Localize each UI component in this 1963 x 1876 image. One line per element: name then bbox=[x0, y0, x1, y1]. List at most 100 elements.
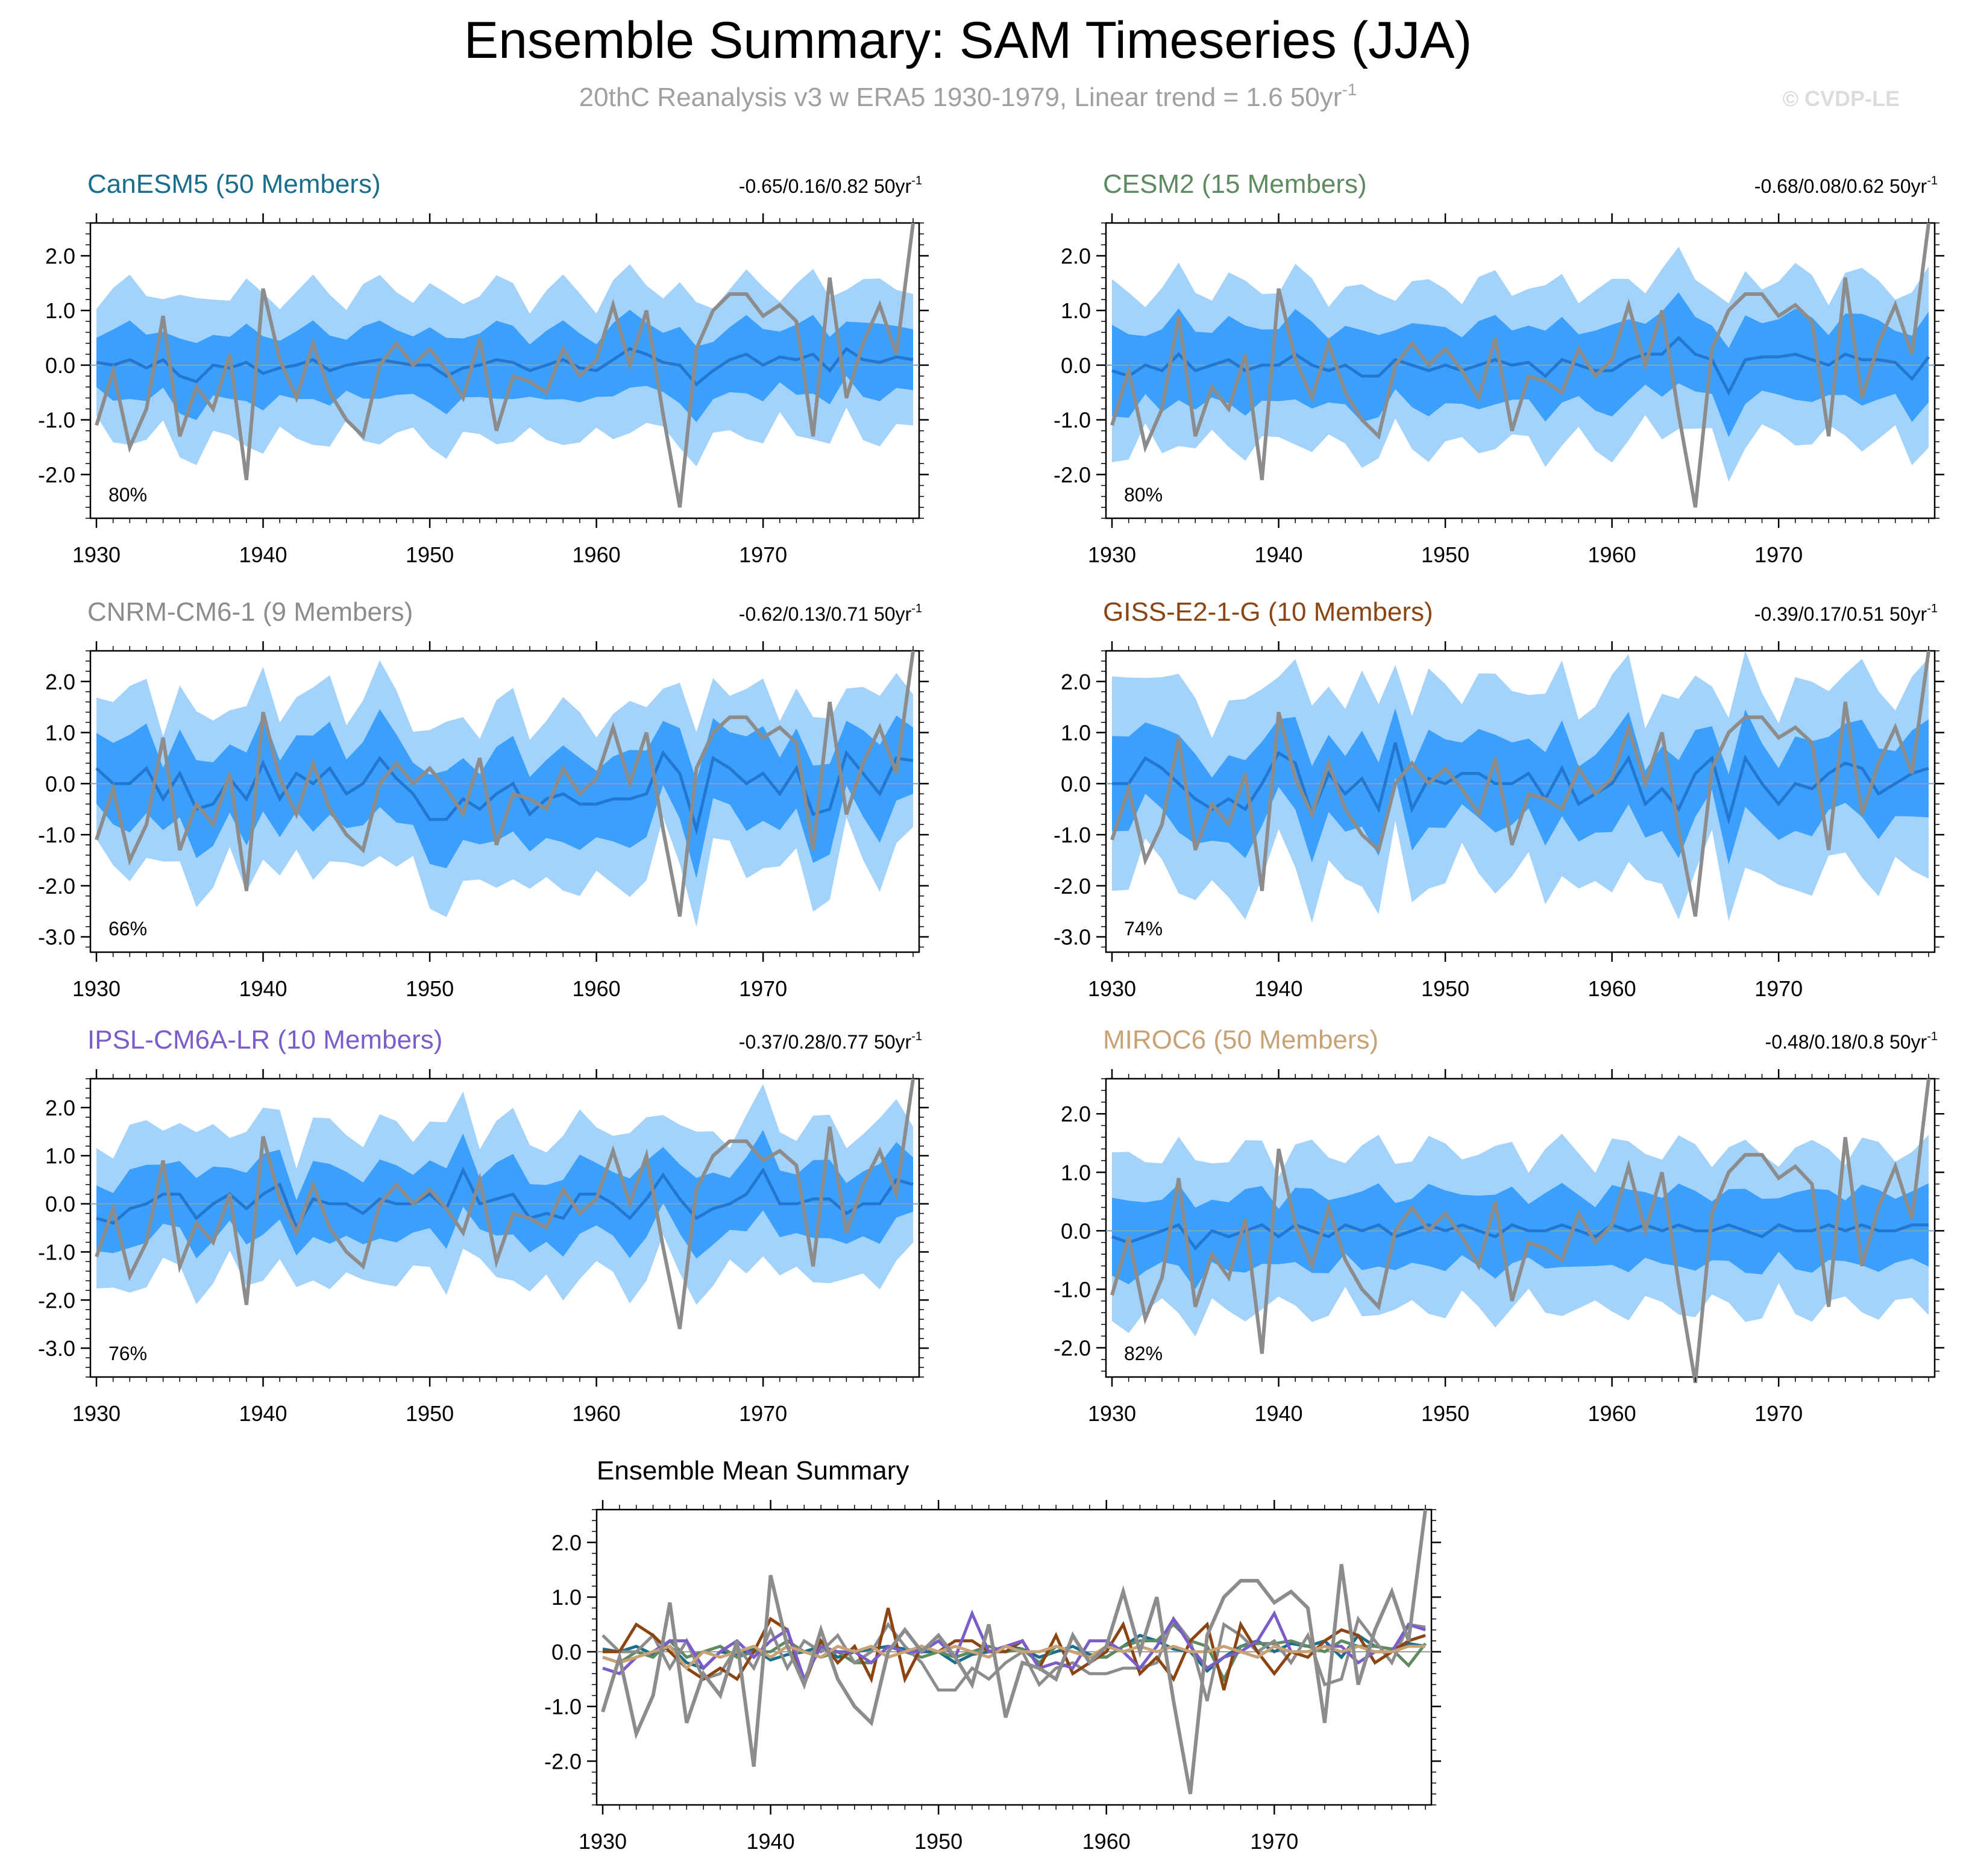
trend-label: -0.65/0.16/0.82 50yr-1 bbox=[739, 174, 922, 197]
y-tick-label: 2.0 bbox=[1061, 243, 1091, 268]
subtitle-sup: -1 bbox=[1342, 80, 1357, 99]
percent-label: 76% bbox=[108, 1343, 147, 1364]
panel-title: Ensemble Mean Summary bbox=[597, 1456, 909, 1485]
panel-7: Ensemble Mean Summary -2.0 -1.0 0.0 1.0 2.0 19… bbox=[544, 1456, 1441, 1854]
x-tick-label: 1960 bbox=[1588, 1401, 1636, 1426]
subtitle-text: 20thC Reanalysis v3 w ERA5 1930-1979, Li… bbox=[579, 83, 1342, 112]
x-tick-label: 1930 bbox=[1088, 976, 1136, 1001]
panel-title: GISS-E2-1-G (10 Members) bbox=[1103, 597, 1433, 627]
x-tick-label: 1930 bbox=[1088, 1401, 1136, 1426]
y-tick-label: 0.0 bbox=[551, 1640, 582, 1664]
y-tick-label: -1.0 bbox=[38, 823, 75, 847]
trend-label: -0.68/0.08/0.62 50yr-1 bbox=[1754, 174, 1938, 197]
x-tick-label: 1970 bbox=[1754, 976, 1803, 1001]
y-tick-label: -1.0 bbox=[38, 408, 75, 433]
y-tick-label: 1.0 bbox=[1061, 1160, 1091, 1185]
y-tick-label: 0.0 bbox=[45, 353, 75, 378]
x-tick-label: 1930 bbox=[1088, 542, 1136, 567]
x-tick-label: 1950 bbox=[1421, 1401, 1469, 1426]
trend-label: -0.48/0.18/0.8 50yr-1 bbox=[1765, 1030, 1938, 1053]
x-tick-label: 1960 bbox=[1082, 1829, 1131, 1854]
y-tick-label: 0.0 bbox=[1061, 353, 1091, 378]
x-tick-label: 1960 bbox=[1588, 976, 1636, 1001]
observation-line bbox=[1110, 1078, 1930, 1384]
ensemble-mean-line bbox=[96, 1166, 914, 1232]
panel-3: CNRM-CM6-1 (9 Members) -0.62/0.13/0.71 50… bbox=[38, 597, 929, 1001]
y-tick-label: -2.0 bbox=[38, 1288, 75, 1313]
x-tick-label: 1950 bbox=[406, 542, 454, 567]
y-tick-label: -2.0 bbox=[38, 874, 75, 899]
y-tick-label: 2.0 bbox=[1061, 1102, 1091, 1126]
y-tick-label: -1.0 bbox=[1054, 1277, 1091, 1302]
y-tick-label: 1.0 bbox=[1061, 298, 1091, 323]
y-tick-label: -1.0 bbox=[544, 1695, 582, 1719]
x-tick-label: 1940 bbox=[747, 1829, 795, 1854]
x-tick-label: 1940 bbox=[239, 1401, 287, 1426]
y-tick-label: 1.0 bbox=[45, 1144, 75, 1169]
x-tick-label: 1940 bbox=[239, 542, 287, 567]
y-tick-label: 0.0 bbox=[1061, 771, 1091, 796]
y-tick-label: -2.0 bbox=[544, 1749, 582, 1774]
y-tick-label: -2.0 bbox=[1054, 462, 1091, 487]
inner-spread-band bbox=[1112, 708, 1929, 865]
x-tick-label: 1940 bbox=[1254, 976, 1302, 1001]
panels: CanESM5 (50 Members) -0.65/0.16/0.82 50yr… bbox=[38, 169, 1944, 1854]
x-tick-label: 1930 bbox=[579, 1829, 627, 1854]
y-tick-label: 2.0 bbox=[551, 1530, 582, 1555]
panel-title: CNRM-CM6-1 (9 Members) bbox=[87, 597, 413, 627]
x-tick-label: 1960 bbox=[1588, 542, 1636, 567]
x-tick-label: 1930 bbox=[72, 1401, 121, 1426]
panel-title: IPSL-CM6A-LR (10 Members) bbox=[87, 1025, 442, 1055]
x-tick-label: 1940 bbox=[1254, 1401, 1302, 1426]
percent-label: 80% bbox=[108, 484, 147, 506]
observation-line bbox=[1110, 650, 1930, 917]
figure-title: Ensemble Summary: SAM Timeseries (JJA) bbox=[464, 11, 1472, 69]
y-tick-label: 0.0 bbox=[45, 771, 75, 796]
x-tick-label: 1960 bbox=[573, 542, 621, 567]
x-tick-label: 1970 bbox=[739, 542, 787, 567]
y-tick-label: 2.0 bbox=[45, 670, 75, 694]
y-tick-label: 2.0 bbox=[45, 1096, 75, 1120]
y-tick-label: -1.0 bbox=[38, 1240, 75, 1264]
percent-label: 82% bbox=[1124, 1343, 1163, 1364]
trend-label: -0.39/0.17/0.51 50yr-1 bbox=[1754, 602, 1938, 625]
y-tick-label: -3.0 bbox=[38, 925, 75, 950]
percent-label: 80% bbox=[1124, 484, 1163, 506]
panel-title: CESM2 (15 Members) bbox=[1103, 169, 1367, 199]
x-tick-label: 1930 bbox=[72, 976, 121, 1001]
panel-5: IPSL-CM6A-LR (10 Members) -0.37/0.28/0.77… bbox=[38, 1025, 929, 1426]
y-tick-label: -1.0 bbox=[1054, 823, 1091, 847]
x-tick-label: 1940 bbox=[1254, 542, 1302, 567]
y-tick-label: 0.0 bbox=[45, 1192, 75, 1217]
x-tick-label: 1970 bbox=[1754, 542, 1803, 567]
figure-subtitle: 20thC Reanalysis v3 w ERA5 1930-1979, Li… bbox=[579, 80, 1357, 112]
panel-2: CESM2 (15 Members) -0.68/0.08/0.62 50yr-1… bbox=[1054, 169, 1944, 567]
y-tick-label: -2.0 bbox=[1054, 874, 1091, 899]
percent-label: 74% bbox=[1124, 918, 1163, 940]
x-tick-label: 1950 bbox=[406, 976, 454, 1001]
inner-spread-band bbox=[96, 310, 913, 422]
y-tick-label: 1.0 bbox=[45, 298, 75, 323]
x-tick-label: 1970 bbox=[739, 1401, 787, 1426]
x-tick-label: 1940 bbox=[239, 976, 287, 1001]
trend-label: -0.37/0.28/0.77 50yr-1 bbox=[739, 1030, 922, 1053]
inner-spread-band bbox=[96, 709, 913, 879]
y-tick-label: -2.0 bbox=[1054, 1335, 1091, 1360]
y-tick-label: -2.0 bbox=[38, 462, 75, 487]
x-tick-label: 1950 bbox=[406, 1401, 454, 1426]
x-tick-label: 1930 bbox=[72, 542, 121, 567]
panel-1: CanESM5 (50 Members) -0.65/0.16/0.82 50yr… bbox=[38, 169, 929, 567]
y-tick-label: 1.0 bbox=[551, 1585, 582, 1610]
panel-6: MIROC6 (50 Members) -0.48/0.18/0.8 50yr-1… bbox=[1054, 1025, 1944, 1426]
y-tick-label: 2.0 bbox=[1061, 670, 1091, 694]
inner-spread-band bbox=[96, 1130, 913, 1259]
y-tick-label: 2.0 bbox=[45, 243, 75, 268]
y-tick-label: -3.0 bbox=[38, 1336, 75, 1361]
panel-title: CanESM5 (50 Members) bbox=[87, 169, 381, 199]
y-tick-label: 1.0 bbox=[45, 721, 75, 745]
percent-label: 66% bbox=[108, 918, 147, 940]
x-tick-label: 1960 bbox=[573, 976, 621, 1001]
observation-line bbox=[95, 222, 915, 508]
inner-spread-band bbox=[1112, 1182, 1929, 1290]
